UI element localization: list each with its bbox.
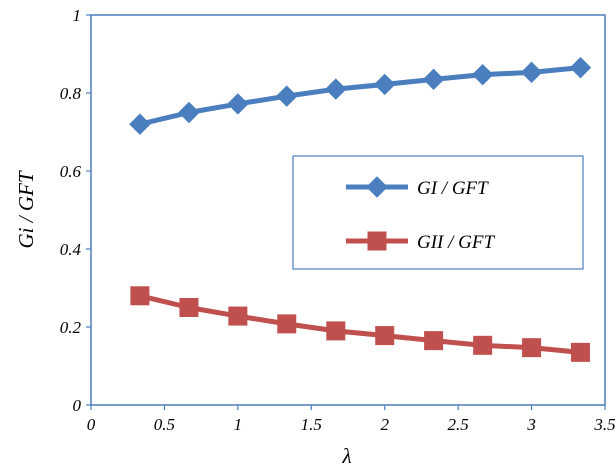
legend-marker <box>366 176 388 198</box>
data-point <box>375 326 395 346</box>
legend-label: GII / GFT <box>417 232 495 253</box>
x-tick-label: 3.5 <box>593 415 615 434</box>
plot-area <box>90 14 606 406</box>
data-point <box>276 85 298 107</box>
legend-item-2: GII / GFT <box>346 231 495 253</box>
x-tick-label: 1.5 <box>301 415 322 434</box>
x-axis-title: λ <box>341 444 351 468</box>
data-point <box>179 298 199 317</box>
data-point <box>325 78 347 100</box>
data-point <box>227 93 249 115</box>
data-point <box>228 306 248 326</box>
axes: 0 0.2 0.4 0.6 0.8 1 0 0.5 1 1.5 2 2.5 3 3.5 <box>60 6 616 434</box>
series-1 <box>129 56 592 135</box>
data-point <box>178 101 200 124</box>
data-point <box>277 314 297 334</box>
legend-item-1: GI / GFT <box>346 176 489 199</box>
legend-label: GI / GFT <box>417 178 489 199</box>
data-point <box>522 338 542 358</box>
series-2 <box>130 286 590 362</box>
series-layer <box>129 56 592 362</box>
data-point <box>374 73 396 96</box>
legend-box <box>292 155 584 270</box>
x-tick-label: 2.5 <box>448 415 469 434</box>
data-point <box>424 331 444 351</box>
legend: GI / GFT GII / GFT <box>346 176 495 253</box>
x-tick-label: 0 <box>87 415 96 434</box>
y-tick-label: 0.6 <box>60 162 82 181</box>
data-point <box>326 321 346 341</box>
y-tick-label: 0 <box>73 396 82 415</box>
legend-marker <box>367 231 387 251</box>
y-axis-title: Gi / GFT <box>14 170 38 248</box>
series-line <box>139 293 581 355</box>
y-tick-label: 0.8 <box>60 84 82 103</box>
y-tick-label: 0.2 <box>60 318 82 337</box>
data-point <box>569 56 592 79</box>
y-tick-label: 0.4 <box>60 240 82 259</box>
data-point <box>570 342 590 362</box>
data-point <box>473 335 493 355</box>
data-point <box>129 113 151 135</box>
data-point <box>520 61 543 84</box>
series-line <box>139 65 581 127</box>
x-tick-label: 0.5 <box>154 415 175 434</box>
data-point <box>130 286 150 306</box>
x-tick-label: 2 <box>380 415 389 434</box>
x-tick-label: 3 <box>526 415 536 434</box>
x-tick-label: 1 <box>234 415 243 434</box>
data-point <box>422 68 445 91</box>
data-point <box>471 63 494 86</box>
y-tick-label: 1 <box>73 6 82 25</box>
